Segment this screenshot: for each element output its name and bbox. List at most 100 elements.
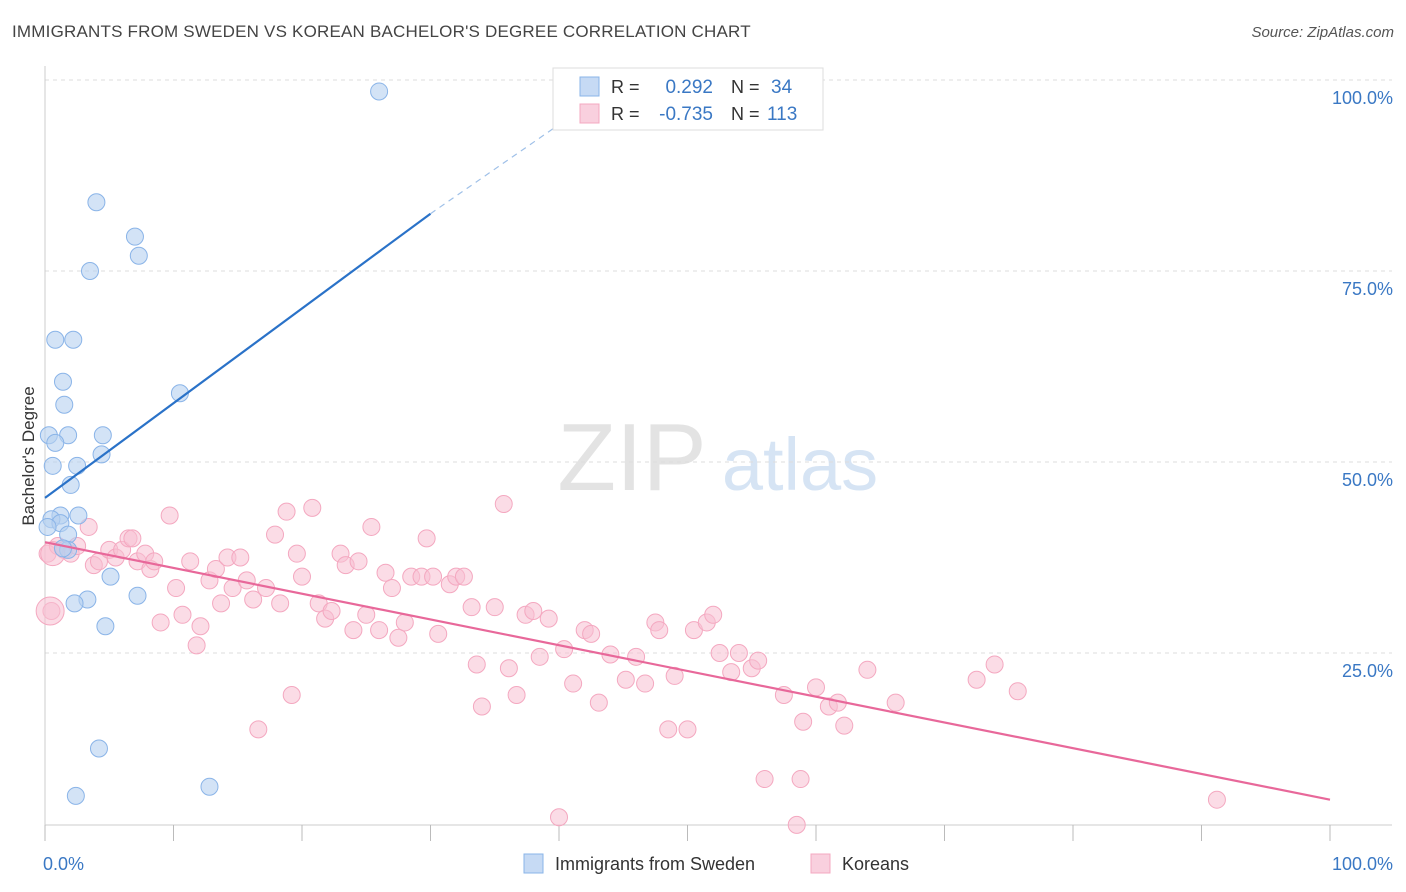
point-koreans-33 — [249, 720, 268, 739]
y-tick-label-0: 25.0% — [1342, 661, 1393, 681]
legend-swatch-pink — [579, 103, 600, 124]
bottom-legend: Immigrants from Sweden Koreans — [523, 853, 909, 874]
point-koreans-23 — [187, 636, 206, 655]
point-sweden-0 — [370, 82, 389, 101]
point-sweden-7 — [53, 372, 72, 391]
x-tick-label-0: 0.0% — [43, 854, 84, 874]
y-tick-label-1: 50.0% — [1342, 470, 1393, 490]
point-koreans-70 — [507, 686, 526, 705]
point-koreans-109 — [1008, 682, 1027, 701]
point-koreans-37 — [277, 502, 296, 521]
point-koreans-108 — [985, 655, 1004, 674]
point-koreans-110 — [1207, 790, 1226, 809]
point-koreans-54 — [389, 628, 408, 647]
stats-legend: R = 0.292 N = 34 R = -0.735 N = 113 — [552, 67, 824, 131]
point-sweden-18 — [69, 506, 88, 525]
point-koreans-20 — [167, 579, 186, 598]
point-sweden-3 — [129, 246, 148, 265]
bottom-legend-label-sweden: Immigrants from Sweden — [555, 854, 755, 874]
point-koreans-39 — [287, 544, 306, 563]
legend-n-value-1: 34 — [771, 77, 793, 98]
point-koreans-106 — [886, 693, 905, 712]
point-koreans-97 — [755, 770, 774, 789]
point-koreans-24 — [191, 617, 210, 636]
point-koreans-52 — [376, 563, 395, 582]
point-koreans-63 — [454, 567, 473, 586]
point-koreans-44 — [322, 601, 341, 620]
point-koreans-111 — [858, 660, 877, 679]
point-koreans-36 — [271, 594, 290, 613]
y-tick-label-3: 100.0% — [1332, 88, 1393, 108]
point-koreans-69 — [499, 659, 518, 678]
point-koreans-80 — [589, 693, 608, 712]
point-koreans-66 — [472, 697, 491, 716]
point-koreans-35 — [266, 525, 285, 544]
point-koreans-77 — [564, 674, 583, 693]
y-tick-label-2: 75.0% — [1342, 279, 1393, 299]
point-koreans-38 — [282, 686, 301, 705]
trend-line-koreans — [44, 541, 1331, 801]
point-koreans-60 — [429, 624, 448, 643]
x-tick-label-1: 100.0% — [1332, 854, 1393, 874]
y-axis-label: Bachelor's Degree — [19, 386, 38, 525]
point-sweden-4 — [80, 262, 99, 280]
point-sweden-13 — [93, 426, 112, 445]
point-koreans-32 — [244, 590, 263, 609]
grid-lines — [45, 79, 1392, 654]
point-koreans-81 — [616, 670, 635, 689]
point-sweden-33 — [53, 539, 72, 558]
point-koreans-102 — [807, 678, 825, 697]
point-sweden-8 — [55, 395, 74, 414]
legend-n-label-1: N = — [731, 77, 760, 97]
bottom-legend-label-koreans: Koreans — [842, 854, 909, 874]
point-koreans-68 — [494, 495, 513, 514]
point-sweden-6 — [64, 330, 83, 349]
point-sweden-27 — [128, 586, 147, 605]
source-label: Source: ZipAtlas.com — [1251, 24, 1394, 41]
point-koreans-13 — [123, 529, 142, 548]
point-sweden-24 — [101, 567, 120, 586]
point-koreans-51 — [370, 621, 389, 640]
point-koreans-94 — [729, 644, 748, 662]
legend-r-value-1: 0.292 — [665, 77, 713, 98]
legend-r-label-2: R = — [611, 104, 640, 124]
point-koreans-96 — [749, 651, 768, 670]
point-koreans-107 — [967, 670, 986, 689]
point-koreans-99 — [787, 815, 806, 834]
point-koreans-76 — [555, 640, 574, 659]
point-koreans-75 — [550, 808, 568, 827]
point-koreans-50 — [362, 517, 381, 536]
point-sweden-31 — [66, 786, 85, 805]
point-koreans-64 — [462, 598, 481, 617]
point-koreans-105 — [835, 716, 854, 735]
point-koreans-30 — [231, 548, 250, 567]
point-sweden-32 — [38, 517, 57, 536]
point-koreans-91 — [704, 605, 723, 624]
point-sweden-5 — [46, 330, 65, 349]
point-koreans-67 — [485, 598, 504, 617]
point-koreans-65 — [467, 655, 486, 674]
point-sweden-30 — [200, 777, 219, 796]
point-koreans-22 — [181, 552, 200, 571]
point-koreans-100 — [791, 770, 810, 789]
legend-r-label-1: R = — [611, 77, 640, 97]
point-sweden-12 — [46, 433, 65, 452]
watermark-atlas: atlas — [722, 423, 878, 506]
point-sweden-16 — [68, 456, 87, 475]
point-koreans-88 — [678, 720, 697, 739]
point-koreans-59 — [424, 567, 443, 586]
point-koreans-large-1 — [35, 596, 65, 626]
trend-line-sweden — [44, 212, 432, 499]
bottom-legend-swatch-sweden — [523, 853, 544, 874]
axes — [44, 66, 1392, 841]
point-sweden-1 — [87, 193, 106, 212]
point-koreans-101 — [794, 712, 813, 731]
point-sweden-28 — [96, 617, 115, 636]
point-koreans-72 — [524, 601, 543, 620]
point-koreans-21 — [173, 605, 192, 624]
watermark-zip: ZIP — [557, 404, 706, 511]
point-koreans-83 — [636, 674, 655, 693]
point-koreans-47 — [344, 621, 363, 640]
point-koreans-92 — [710, 644, 729, 662]
